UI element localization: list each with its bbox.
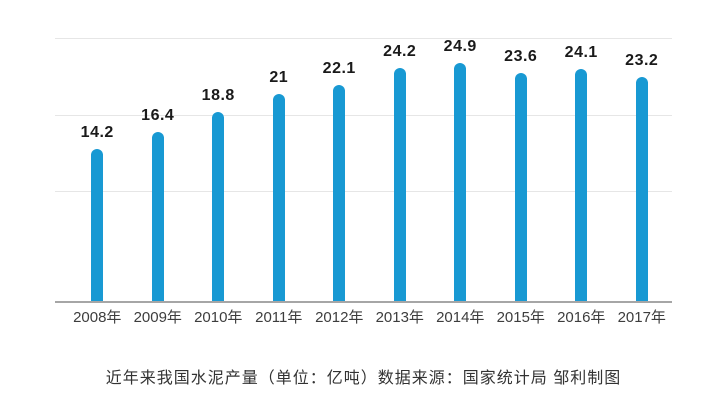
bar xyxy=(575,69,588,301)
bar-value-label: 16.4 xyxy=(141,107,175,124)
bar-value-label: 21 xyxy=(269,69,289,86)
bar-column: 18.8 xyxy=(188,0,249,301)
bar xyxy=(514,73,527,301)
bar xyxy=(635,77,648,301)
bar-column: 23.6 xyxy=(491,0,552,301)
bar-column: 24.1 xyxy=(551,0,612,301)
bar-column: 23.2 xyxy=(612,0,673,301)
bar xyxy=(272,94,285,301)
plot-area: 14.2 16.4 18.8 21 22.1 24.2 24.9 23.6 24.1 23.2 xyxy=(55,0,672,303)
x-axis-tick-label: 2016年 xyxy=(557,309,606,326)
x-axis-line xyxy=(55,301,672,303)
bar-column: 24.9 xyxy=(430,0,491,301)
bar xyxy=(212,112,225,301)
bar-value-label: 23.6 xyxy=(504,48,538,65)
bar xyxy=(333,85,346,301)
bar-value-label: 24.1 xyxy=(564,44,598,61)
bar xyxy=(151,132,164,301)
bar-value-label: 18.8 xyxy=(201,87,235,104)
x-axis-tick-label: 2017年 xyxy=(617,309,666,326)
bar-value-label: 23.2 xyxy=(625,52,659,69)
x-axis-labels: 2008年 2009年 2010年 2011年 2012年 2013年 2014年 2015年… xyxy=(67,306,672,327)
bar xyxy=(91,149,104,301)
x-axis-tick-label: 2010年 xyxy=(194,309,243,326)
bar-column: 16.4 xyxy=(128,0,189,301)
x-axis-tick-label: 2012年 xyxy=(315,309,364,326)
bar-value-label: 24.9 xyxy=(443,38,477,55)
bar-value-label: 22.1 xyxy=(322,60,356,77)
x-axis-tick-label: 2009年 xyxy=(133,309,182,326)
chart-caption: 近年来我国水泥产量（单位：亿吨）数据来源：国家统计局 邹利制图 xyxy=(105,370,622,387)
bar xyxy=(393,68,406,301)
bar xyxy=(454,63,467,301)
bar-value-label: 24.2 xyxy=(383,43,417,60)
x-axis-tick-label: 2014年 xyxy=(436,309,485,326)
x-axis-tick-label: 2008年 xyxy=(73,309,122,326)
x-axis-tick-label: 2015年 xyxy=(496,309,545,326)
bar-column: 21 xyxy=(249,0,310,301)
bar-value-label: 14.2 xyxy=(80,124,114,141)
gridline xyxy=(55,191,672,192)
x-axis-tick-label: 2011年 xyxy=(255,309,303,326)
gridline xyxy=(55,38,672,39)
bar-column: 24.2 xyxy=(370,0,431,301)
gridline xyxy=(55,115,672,116)
bar-column: 14.2 xyxy=(67,0,128,301)
x-axis-tick-label: 2013年 xyxy=(375,309,424,326)
bars-row: 14.2 16.4 18.8 21 22.1 24.2 24.9 23.6 24.1 23.2 xyxy=(67,0,672,301)
bar-column: 22.1 xyxy=(309,0,370,301)
